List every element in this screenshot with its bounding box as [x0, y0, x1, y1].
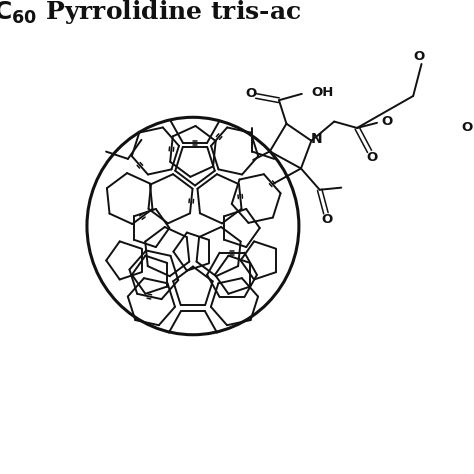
Text: $\mathbf{C_{60}}$ Pyrrolidine tris-ac: $\mathbf{C_{60}}$ Pyrrolidine tris-ac	[0, 0, 302, 26]
Text: O: O	[366, 151, 377, 164]
Text: O: O	[414, 50, 425, 63]
Text: O: O	[246, 87, 257, 100]
Text: OH: OH	[311, 86, 333, 99]
Text: O: O	[321, 213, 333, 226]
Text: O: O	[462, 121, 473, 135]
Text: O: O	[381, 115, 392, 128]
Text: N: N	[310, 132, 322, 146]
